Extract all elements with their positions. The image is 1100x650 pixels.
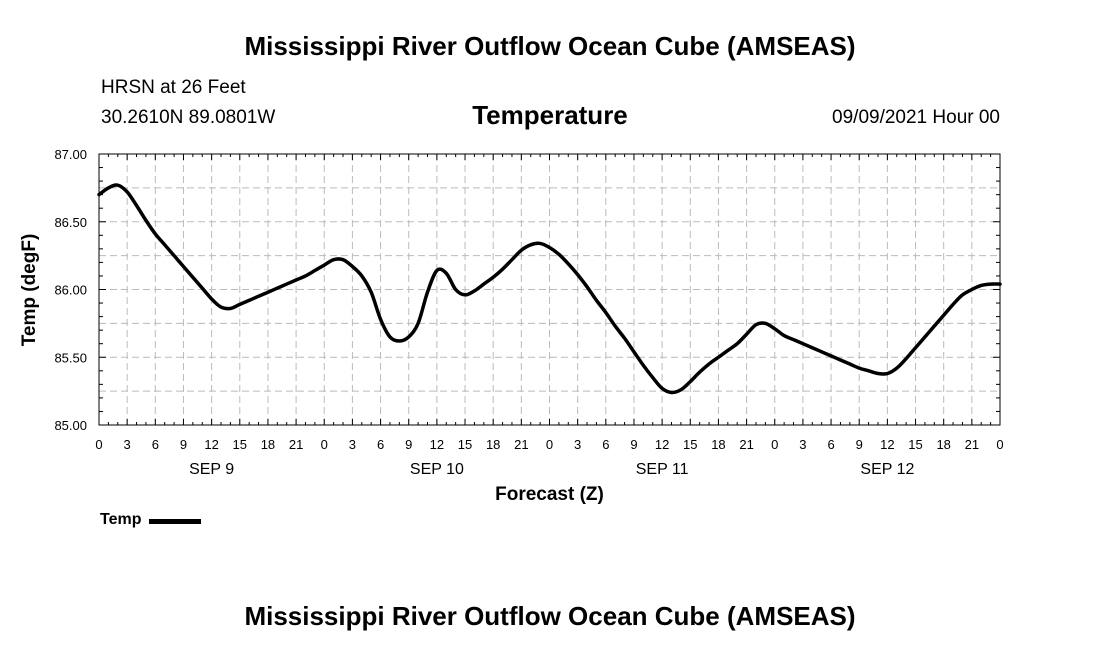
- x-tick-label: 9: [856, 437, 863, 452]
- x-tick-label: 9: [405, 437, 412, 452]
- x-tick-label: 12: [204, 437, 218, 452]
- x-tick-label: 9: [180, 437, 187, 452]
- chart-title: Mississippi River Outflow Ocean Cube (AM…: [244, 31, 856, 61]
- grid-lines: [99, 154, 1000, 425]
- x-tick-label: 6: [152, 437, 159, 452]
- day-label: SEP 12: [860, 461, 914, 478]
- x-tick-label: 12: [655, 437, 669, 452]
- x-tick-label: 12: [430, 437, 444, 452]
- x-tick-label: 18: [486, 437, 500, 452]
- x-tick-label: 15: [908, 437, 922, 452]
- x-tick-label: 6: [377, 437, 384, 452]
- day-label: SEP 11: [636, 461, 689, 478]
- x-tick-label: 0: [996, 437, 1003, 452]
- x-axis-label: Forecast (Z): [495, 484, 604, 505]
- day-label: SEP 10: [410, 461, 464, 478]
- day-labels: SEP 9 SEP 10 SEP 11 SEP 12: [189, 461, 914, 478]
- legend: Temp: [100, 510, 202, 530]
- y-tick-label: 86.00: [54, 283, 87, 298]
- series-layer: [97, 183, 1002, 395]
- x-tick-label: 3: [799, 437, 806, 452]
- x-tick-label: 21: [289, 437, 303, 452]
- x-tick-label: 0: [546, 437, 553, 452]
- legend-label: Temp: [100, 511, 142, 528]
- y-axis-label: Temp (degF): [19, 234, 40, 347]
- x-tick-label: 0: [321, 437, 328, 452]
- x-tick-label: 6: [827, 437, 834, 452]
- station-coordinates: 30.2610N 89.0801W: [101, 107, 276, 128]
- x-tick-label: 15: [458, 437, 472, 452]
- y-tick-label: 85.50: [54, 350, 87, 365]
- y-tick-label: 87.00: [54, 147, 87, 162]
- x-tick-label: 18: [261, 437, 275, 452]
- day-label: SEP 9: [189, 461, 234, 478]
- y-tick-label: 85.00: [54, 418, 87, 433]
- x-tick-label: 18: [711, 437, 725, 452]
- series-line-temp: [97, 183, 1002, 395]
- legend-line-swatch: [149, 519, 202, 524]
- y-tick-label: 86.50: [54, 215, 87, 230]
- x-tick-label: 0: [771, 437, 778, 452]
- footer-title: Mississippi River Outflow Ocean Cube (AM…: [244, 601, 856, 631]
- station-label: HRSN at 26 Feet: [101, 77, 246, 98]
- run-time: 09/09/2021 Hour 00: [832, 107, 1000, 128]
- x-tick-labels: 0 3 6 9 12 15 18 21 0 3 6 9 12 15 18 21 0 3 6 9 12 15 18 21 0 3 6 9…: [95, 437, 1003, 452]
- x-tick-label: 15: [233, 437, 247, 452]
- x-tick-label: 3: [574, 437, 581, 452]
- x-tick-label: 9: [630, 437, 637, 452]
- plot-frame: [98, 153, 1001, 426]
- x-tick-label: 0: [95, 437, 102, 452]
- x-tick-label: 15: [683, 437, 697, 452]
- x-tick-label: 21: [739, 437, 753, 452]
- x-tick-label: 3: [124, 437, 131, 452]
- x-tick-label: 18: [936, 437, 950, 452]
- x-tick-label: 21: [965, 437, 979, 452]
- x-tick-label: 3: [349, 437, 356, 452]
- variable-title: Temperature: [472, 100, 628, 130]
- x-tick-label: 21: [514, 437, 528, 452]
- x-tick-label: 12: [880, 437, 894, 452]
- x-tick-label: 6: [602, 437, 609, 452]
- y-tick-labels: 85.00 85.50 86.00 86.50 87.00: [54, 147, 87, 433]
